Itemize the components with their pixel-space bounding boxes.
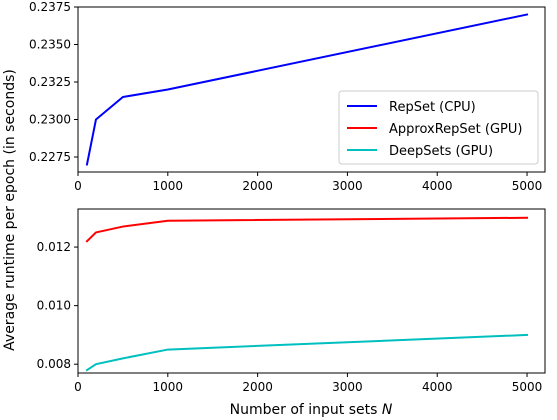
- top-y-tick-label: 0.2325: [29, 75, 71, 89]
- bottom-x-tick-label: 4000: [422, 380, 453, 394]
- top-x-tick-label: 4000: [422, 179, 453, 193]
- top-x-tick-label: 0: [74, 179, 82, 193]
- top-y-tick-label: 0.2375: [29, 0, 71, 14]
- series-line-deepsets-gpu: [85, 333, 529, 372]
- top-y-tick-label: 0.2275: [29, 150, 71, 164]
- legend-label: DeepSets (GPU): [389, 144, 493, 159]
- bottom-x-tick-label: 0: [74, 380, 82, 394]
- legend-label: ApproxRepSet (GPU): [389, 122, 522, 137]
- x-axis-label: Number of input sets N: [230, 402, 393, 418]
- legend: RepSet (CPU) ApproxRepSet (GPU) DeepSets (…: [338, 90, 539, 165]
- top-x-tick-label: 5000: [512, 179, 543, 193]
- bottom-x-tick-label: 5000: [512, 380, 543, 394]
- top-x-tick-label: 3000: [332, 179, 363, 193]
- top-y-tick-label: 0.2300: [29, 113, 71, 127]
- top-x-tick-label: 2000: [242, 179, 273, 193]
- bottom-x-tick-label: 1000: [153, 380, 184, 394]
- bottom-plot-panel: 0 1000 2000 3000 4000 5000 0.008 0.010 0.012: [37, 208, 546, 394]
- bottom-y-tick-label: 0.008: [37, 357, 71, 371]
- x-axis-label-text: Number of input sets: [230, 402, 382, 418]
- series-line-approxrepset-gpu: [85, 216, 529, 243]
- top-plot-panel: 0 1000 2000 3000 4000 5000 0.2275 0.2300 0.2325 0…: [29, 0, 546, 193]
- bottom-y-tick-label: 0.012: [37, 240, 71, 254]
- y-axis-label: Average runtime per epoch (in seconds): [2, 69, 18, 351]
- bottom-y-tick-label: 0.010: [37, 299, 71, 313]
- top-x-tick-label: 1000: [153, 179, 184, 193]
- bottom-x-tick-label: 3000: [332, 380, 363, 394]
- top-y-tick-label: 0.2350: [29, 38, 71, 52]
- legend-label: RepSet (CPU): [389, 100, 476, 115]
- top-plot-frame: [77, 6, 546, 173]
- x-axis-label-var: N: [382, 402, 393, 418]
- bottom-plot-frame: [77, 208, 546, 374]
- legend-box: [338, 90, 539, 165]
- bottom-x-tick-label: 2000: [242, 380, 273, 394]
